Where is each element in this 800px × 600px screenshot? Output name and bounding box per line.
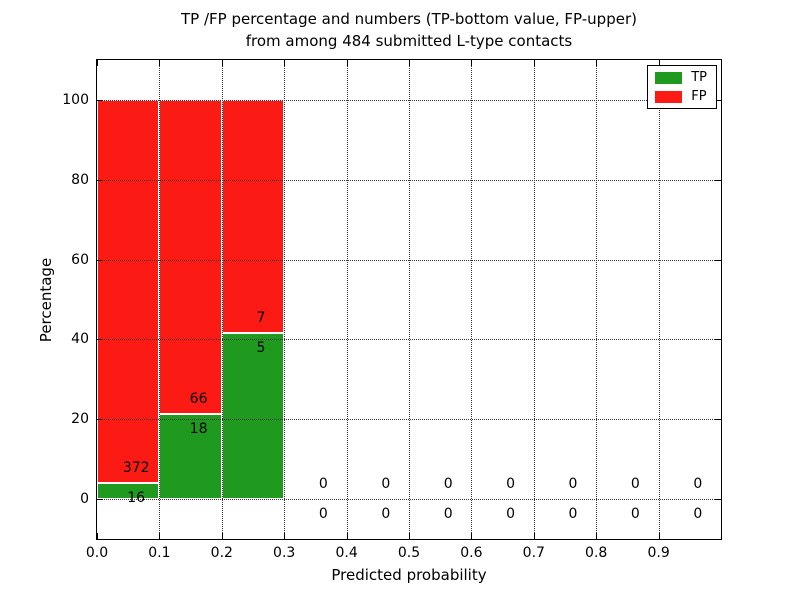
x-tick-label: 0.3 [273,545,296,561]
tp-count-label: 16 [127,489,146,506]
fp-count-label: 7 [256,309,266,326]
fp-count-label: 372 [122,459,150,476]
fp-legend-swatch [655,90,683,103]
y-tick-mark-right [715,179,721,181]
y-tick-label: 0 [80,491,89,508]
fp-count-label: 0 [443,476,453,493]
x-tick-mark-top [159,60,161,66]
x-gridline [221,60,223,539]
x-tick-mark-top [471,60,473,66]
x-gridline [471,60,473,539]
x-tick-mark [346,533,348,539]
x-tick-label: 0.8 [585,545,608,561]
x-tick-mark-top [346,60,348,66]
x-tick-mark [409,533,410,539]
y-tick-label: 100 [62,91,89,108]
fp-bar-segment [159,99,222,414]
fp-bar-segment [97,99,160,483]
x-tick-mark [596,533,598,539]
x-tick-label: 0.4 [335,545,358,561]
x-gridline [284,60,286,539]
fp-bar-segment [221,99,285,333]
tp-legend-label: TP [691,70,707,85]
chart-title-line2: from among 484 submitted L-type contacts [245,32,573,50]
y-tick-label: 60 [71,251,89,268]
fp-count-label: 0 [568,476,578,493]
fp-count-label: 0 [693,476,703,493]
y-tick-mark-right [715,499,721,501]
x-tick-mark-top [284,60,286,66]
legend-item-fp: FP [655,90,707,103]
chart-title-line1: TP /FP percentage and numbers (TP-bottom… [181,10,637,28]
tp-bar-segment [97,482,160,500]
x-tick-label: 0.5 [397,545,421,561]
fp-count-label: 0 [381,476,391,493]
y-tick-label: 20 [71,411,89,428]
legend-item-tp: TP [655,71,707,84]
y-tick-mark-right [715,419,721,421]
x-tick-mark [533,533,535,539]
x-tick-mark [471,533,473,539]
fp-count-label: 0 [630,476,640,493]
y-tick-mark [97,419,103,421]
x-tick-label: 0.9 [647,545,670,561]
tp-count-label: 5 [256,339,266,356]
y-tick-label: 80 [71,171,89,188]
x-gridline [409,60,410,539]
tp-count-label: 0 [318,506,328,523]
tp-count-label: 0 [630,506,640,523]
x-axis-label: Predicted probability [331,566,487,584]
tp-count-label: 0 [568,506,578,523]
x-gridline [658,60,660,539]
y-tick-mark [97,339,103,341]
fp-count-label: 66 [189,390,208,407]
y-axis-label: Percentage [37,257,55,343]
y-tick-mark [97,499,103,501]
x-tick-mark-top [596,60,598,66]
x-tick-mark-top [221,60,223,66]
y-tick-mark-right [715,259,721,261]
tp-legend-swatch [655,71,683,84]
tp-count-label: 0 [443,506,453,523]
tp-count-label: 0 [381,506,391,523]
y-tick-mark-right [715,99,721,101]
x-tick-label: 0.1 [148,545,171,561]
fp-count-label: 0 [506,476,516,493]
tp-count-label: 0 [506,506,516,523]
x-gridline [533,60,535,539]
x-tick-mark-top [97,60,98,66]
y-tick-label: 40 [71,331,89,348]
y-tick-mark [97,179,103,181]
fp-count-label: 0 [318,476,328,493]
legend: TP FP [647,65,717,109]
x-tick-mark [97,533,98,539]
x-tick-label: 0.2 [210,545,233,561]
y-tick-mark [97,259,103,261]
x-tick-mark-top [409,60,410,66]
x-tick-mark-top [658,60,660,66]
x-tick-mark [159,533,161,539]
x-tick-label: 0.0 [85,545,109,561]
tp-count-label: 18 [189,420,208,437]
x-gridline [159,60,161,539]
x-gridline [596,60,598,539]
x-gridline [346,60,348,539]
x-tick-mark [221,533,223,539]
tp-bar-segment [221,332,285,500]
x-tick-mark [284,533,286,539]
x-tick-mark-top [533,60,535,66]
x-tick-label: 0.6 [460,545,483,561]
plot-area: TP FP 372 16 66 18 7 5 0 0 0 0 0 0 0 0 0 0 0 0 0 0 0.0 0.1 0.2… [62,59,722,561]
x-tick-label: 0.7 [522,545,545,561]
tp-bar-segment [159,413,222,500]
chart-title: TP /FP percentage and numbers (TP-bottom… [97,8,721,52]
y-tick-mark [97,99,103,101]
x-tick-mark [658,533,660,539]
fp-legend-label: FP [691,89,707,104]
y-tick-mark-right [715,339,721,341]
tp-count-label: 0 [693,506,703,523]
